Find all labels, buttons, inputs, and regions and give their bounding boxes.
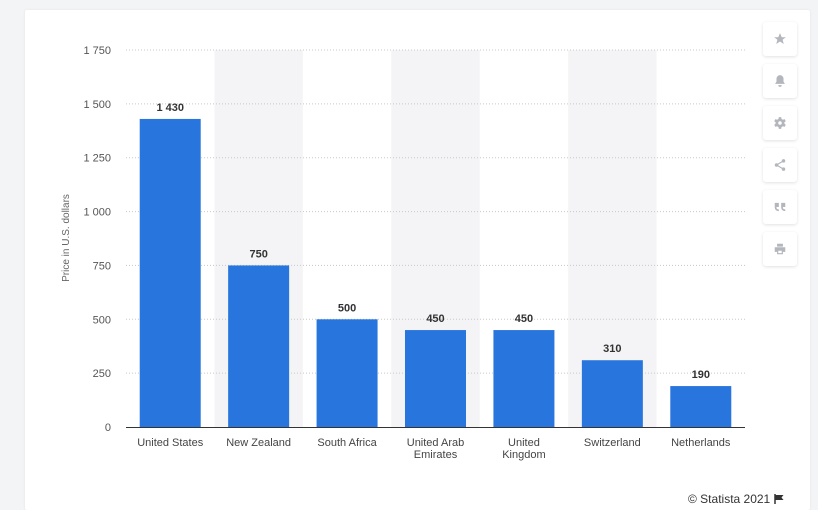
- x-axis-ticks: United States New Zealand South Africa Unit…: [137, 437, 731, 461]
- bar: [670, 386, 732, 427]
- y-tick-label: 1 250: [83, 153, 111, 165]
- x-tick-label: Switzerland: [584, 437, 641, 449]
- x-tick-label: United States: [137, 437, 204, 449]
- y-tick-label: 250: [93, 368, 111, 380]
- data-label: 450: [515, 313, 533, 325]
- gear-icon: [774, 117, 786, 129]
- y-tick-label: 0: [105, 422, 111, 434]
- x-tick-label: South Africa: [317, 437, 377, 449]
- bar: [581, 360, 643, 427]
- data-label: 500: [338, 302, 356, 314]
- x-tick-label: United Kingdom: [502, 437, 545, 461]
- bar: [405, 330, 466, 427]
- favorite-button[interactable]: [763, 22, 797, 56]
- y-axis-label: Price in U.S. dollars: [61, 194, 72, 282]
- settings-button[interactable]: [763, 106, 797, 140]
- star-icon: [774, 33, 786, 44]
- cite-button[interactable]: [763, 190, 797, 224]
- x-tick-label: United Arab Emirates: [407, 437, 464, 461]
- y-tick-label: 750: [93, 260, 111, 272]
- bars: [139, 118, 732, 428]
- x-tick-label: New Zealand: [226, 437, 291, 449]
- bar: [228, 265, 290, 427]
- bar: [316, 319, 378, 427]
- data-labels: 1 430 750 500 450 450 310 190: [156, 102, 710, 381]
- bar: [493, 330, 555, 427]
- print-button[interactable]: [763, 232, 797, 266]
- data-label: 310: [603, 343, 621, 355]
- data-label: 450: [426, 313, 444, 325]
- credit[interactable]: © Statista 2021: [688, 492, 784, 506]
- y-tick-label: 1 000: [83, 207, 111, 219]
- toolbar: [763, 22, 797, 274]
- notification-button[interactable]: [763, 64, 797, 98]
- data-label: 190: [692, 369, 710, 381]
- credit-text: © Statista 2021: [688, 492, 771, 506]
- bar: [139, 118, 201, 428]
- flag-icon: [774, 494, 784, 504]
- quote-icon: [774, 202, 786, 212]
- bell-icon: [775, 75, 785, 87]
- share-icon: [774, 159, 786, 171]
- data-label: 750: [249, 248, 267, 260]
- y-axis-ticks: 0 250 500 750 1 000 1 250 1 500 1 750: [83, 45, 111, 434]
- x-tick-label: Netherlands: [671, 437, 731, 449]
- data-label: 1 430: [156, 102, 184, 114]
- y-tick-label: 1 500: [83, 99, 111, 111]
- print-icon: [774, 243, 786, 255]
- y-tick-label: 500: [93, 314, 111, 326]
- y-tick-label: 1 750: [83, 45, 111, 57]
- share-button[interactable]: [763, 148, 797, 182]
